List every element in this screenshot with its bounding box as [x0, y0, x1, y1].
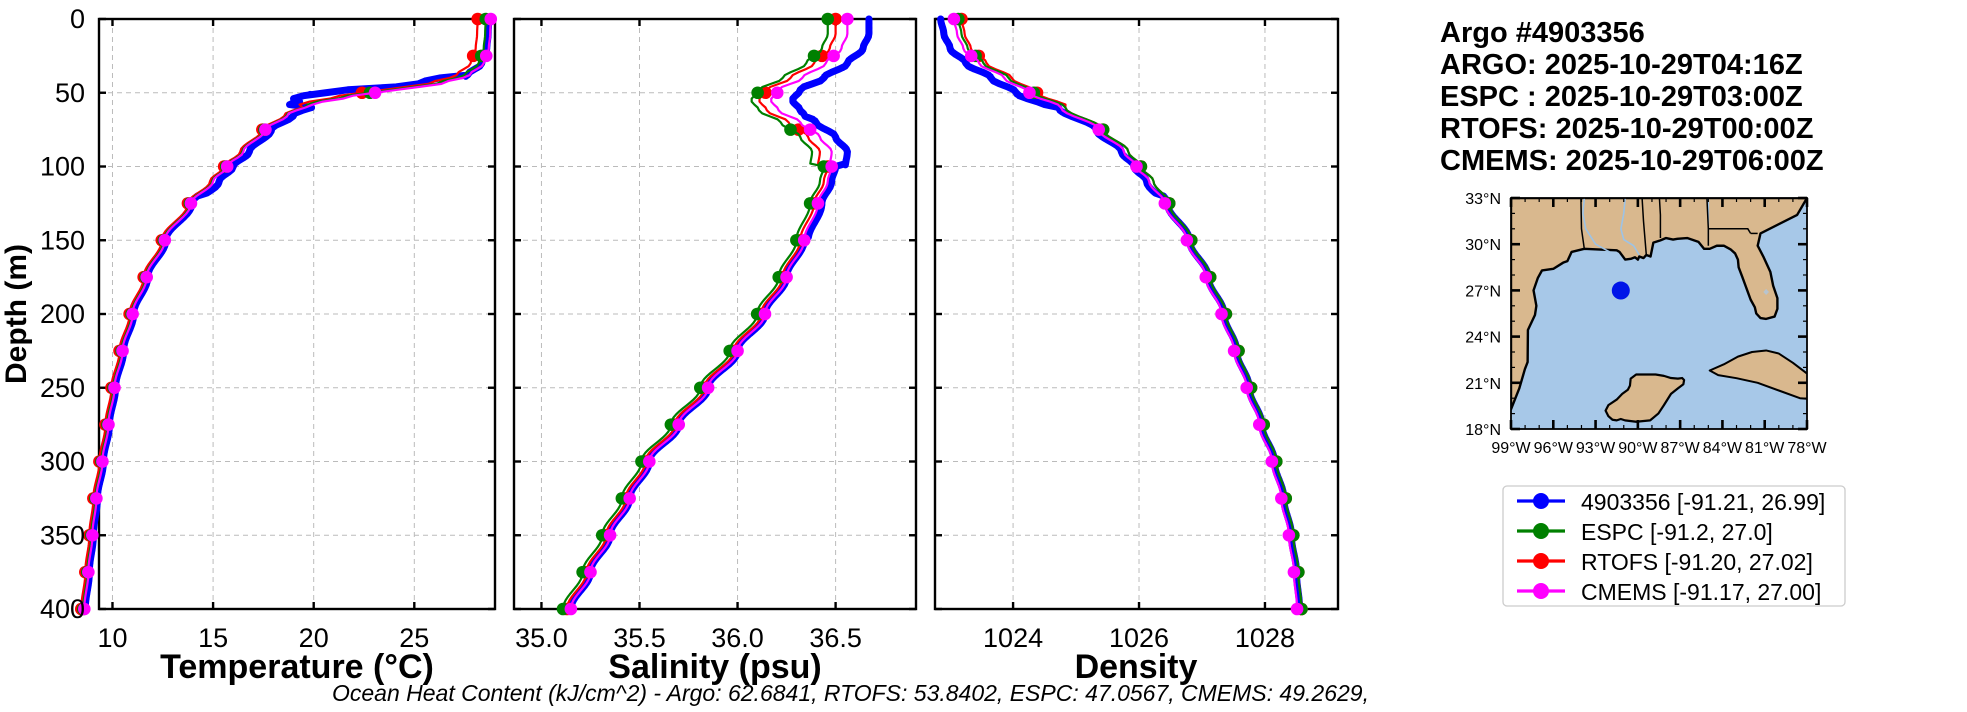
svg-text:33°N: 33°N — [1465, 191, 1501, 208]
svg-text:CMEMS [-91.17, 27.00]: CMEMS [-91.17, 27.00] — [1581, 579, 1821, 605]
svg-text:100: 100 — [40, 152, 85, 182]
svg-text:99°W: 99°W — [1491, 440, 1531, 457]
svg-text:Ocean Heat Content (kJ/cm^2) -: Ocean Heat Content (kJ/cm^2) - Argo: 62.… — [332, 680, 1369, 706]
svg-text:ESPC [-91.2, 27.0]: ESPC [-91.2, 27.0] — [1581, 519, 1773, 545]
svg-text:35.0: 35.0 — [515, 623, 568, 653]
svg-text:18°N: 18°N — [1465, 422, 1501, 439]
svg-text:0: 0 — [70, 4, 85, 34]
svg-text:30°N: 30°N — [1465, 237, 1501, 254]
svg-text:27°N: 27°N — [1465, 283, 1501, 300]
svg-text:96°W: 96°W — [1534, 440, 1574, 457]
svg-text:87°W: 87°W — [1660, 440, 1700, 457]
svg-text:200: 200 — [40, 299, 85, 329]
svg-text:1028: 1028 — [1235, 623, 1295, 653]
svg-text:Depth (m): Depth (m) — [0, 244, 33, 384]
svg-text:ESPC : 2025-10-29T03:00Z: ESPC : 2025-10-29T03:00Z — [1440, 81, 1803, 113]
svg-text:ARGO: 2025-10-29T04:16Z: ARGO: 2025-10-29T04:16Z — [1440, 49, 1803, 81]
svg-text:21°N: 21°N — [1465, 376, 1501, 393]
svg-text:RTOFS: 2025-10-29T00:00Z: RTOFS: 2025-10-29T00:00Z — [1440, 113, 1813, 145]
svg-text:300: 300 — [40, 447, 85, 477]
svg-text:4903356 [-91.21, 26.99]: 4903356 [-91.21, 26.99] — [1581, 489, 1825, 515]
svg-text:81°W: 81°W — [1745, 440, 1785, 457]
svg-text:CMEMS: 2025-10-29T06:00Z: CMEMS: 2025-10-29T06:00Z — [1440, 145, 1824, 177]
svg-text:10: 10 — [97, 623, 127, 653]
svg-text:50: 50 — [55, 78, 85, 108]
svg-text:Argo #4903356: Argo #4903356 — [1440, 17, 1645, 49]
svg-text:150: 150 — [40, 225, 85, 255]
svg-text:90°W: 90°W — [1618, 440, 1658, 457]
svg-text:250: 250 — [40, 373, 85, 403]
svg-text:RTOFS [-91.20, 27.02]: RTOFS [-91.20, 27.02] — [1581, 549, 1813, 575]
svg-text:84°W: 84°W — [1703, 440, 1743, 457]
svg-text:1024: 1024 — [983, 623, 1043, 653]
svg-text:24°N: 24°N — [1465, 330, 1501, 347]
svg-text:400: 400 — [40, 594, 85, 624]
svg-text:350: 350 — [40, 520, 85, 550]
svg-text:78°W: 78°W — [1787, 440, 1827, 457]
svg-text:93°W: 93°W — [1576, 440, 1616, 457]
